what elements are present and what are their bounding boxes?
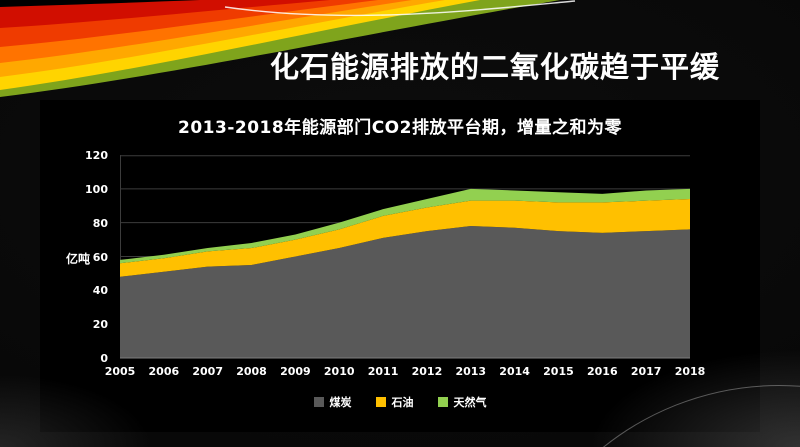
chart-title: 2013-2018年能源部门CO2排放平台期，增量之和为零 <box>178 118 622 138</box>
legend-label: 石油 <box>391 396 414 409</box>
area-gas <box>120 188 690 264</box>
x-tick-label: 2016 <box>586 365 618 378</box>
ribbon-band-black <box>0 0 200 7</box>
x-tick-label: 2013 <box>455 365 487 378</box>
chart-panel: 2013-2018年能源部门CO2排放平台期，增量之和为零 亿吨 0 20 40 60… <box>40 100 760 432</box>
y-axis-unit-label: 亿吨 <box>66 252 91 266</box>
legend-label: 天然气 <box>453 396 487 409</box>
x-tick-label: 2008 <box>236 365 267 378</box>
ribbon-band-red <box>0 0 330 28</box>
y-tick-label: 80 <box>92 216 108 230</box>
plot-svg <box>120 155 690 359</box>
legend-item-coal: 煤炭 <box>313 394 352 410</box>
area-oil <box>120 198 690 277</box>
x-tick-label: 2006 <box>148 365 180 378</box>
slide-title: 化石能源排放的二氧化碳趋于平缓 <box>269 50 720 84</box>
x-tick-label: 2014 <box>499 365 530 378</box>
x-tick-label: 2011 <box>367 365 399 378</box>
x-tick-label: 2012 <box>411 365 443 378</box>
y-tick-label: 60 <box>92 250 108 264</box>
x-tick-label: 2018 <box>674 365 706 378</box>
ribbon-decoration <box>0 0 576 97</box>
legend-label: 煤炭 <box>329 396 352 409</box>
legend-swatch <box>437 397 448 407</box>
legend-item-gas: 天然气 <box>437 394 487 410</box>
x-tick-label: 2009 <box>280 365 311 378</box>
x-tick-label: 2007 <box>192 365 223 378</box>
x-tick-label: 2010 <box>323 365 355 378</box>
legend-swatch <box>375 397 386 407</box>
y-tick-label: 100 <box>85 182 108 196</box>
x-tick-label: 2017 <box>630 365 662 378</box>
legend-item-oil: 石油 <box>375 394 414 410</box>
y-axis-labels: 0 20 40 60 80 100 120 <box>40 100 112 432</box>
chart-legend: 煤炭 石油 天然气 <box>40 394 760 410</box>
ribbon-highlight-line <box>224 0 576 17</box>
x-tick-label: 2015 <box>543 365 574 378</box>
legend-swatch <box>313 397 324 407</box>
y-tick-label: 0 <box>100 352 108 365</box>
y-tick-label: 20 <box>92 318 108 332</box>
y-tick-label: 120 <box>85 149 108 162</box>
y-tick-label: 40 <box>92 284 108 298</box>
area-coal <box>120 226 690 358</box>
